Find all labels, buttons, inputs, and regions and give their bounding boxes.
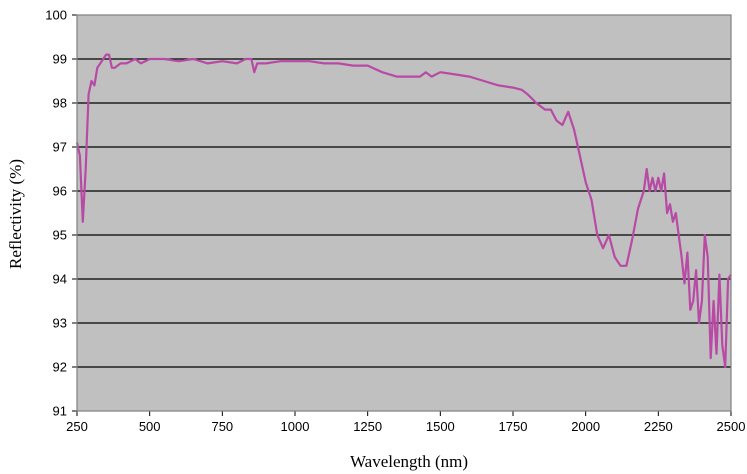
y-tick-label: 94 (53, 272, 67, 287)
x-tick-label: 2500 (717, 419, 746, 434)
y-tick-label: 96 (53, 184, 67, 199)
series-line (75, 53, 732, 369)
plot-frame (76, 14, 732, 412)
plot-area (77, 15, 731, 411)
x-tick-label: 500 (139, 419, 161, 434)
y-tick-label: 95 (53, 228, 67, 243)
x-tick-label: 1500 (426, 419, 455, 434)
y-tick-label: 91 (53, 404, 67, 419)
x-tick-label: 2000 (571, 419, 600, 434)
x-tick-label: 1250 (353, 419, 382, 434)
y-tick-label: 93 (53, 316, 67, 331)
y-tick-label: 98 (53, 96, 67, 111)
x-tick-label: 750 (211, 419, 233, 434)
x-axis-title: Wavelength (nm) (350, 452, 468, 471)
y-tick-label: 100 (45, 8, 67, 23)
y-axis-ticks: 91 92 93 94 95 96 97 98 99 100 (45, 8, 77, 419)
x-tick-label: 250 (66, 419, 88, 434)
x-axis-ticks: 250 500 750 1000 1250 1500 1750 2000 2250 2500 (66, 411, 745, 434)
y-tick-label: 92 (53, 360, 67, 375)
y-tick-label: 99 (53, 52, 67, 67)
y-tick-label: 97 (53, 140, 67, 155)
x-tick-label: 2250 (644, 419, 673, 434)
gridlines (77, 58, 731, 368)
x-tick-label: 1750 (499, 419, 528, 434)
y-axis-title: Reflectivity (%) (6, 159, 25, 269)
x-tick-label: 1000 (281, 419, 310, 434)
